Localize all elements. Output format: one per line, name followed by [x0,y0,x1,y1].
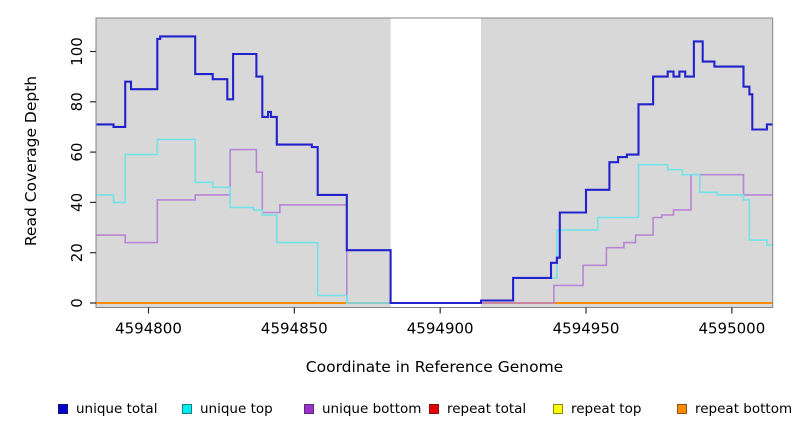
x-tick-label: 4594900 [407,320,474,338]
y-tick-label: 0 [68,298,86,308]
legend-label: unique bottom [322,401,422,417]
x-tick-label: 4594850 [261,320,328,338]
x-tick-label: 4595000 [698,320,765,338]
x-axis-title: Coordinate in Reference Genome [305,358,564,376]
legend-label: repeat total [447,401,527,417]
x-tick-label: 4594800 [115,320,182,338]
legend-item-repeat-top: repeat top [553,401,641,417]
y-tick-label: 100 [68,37,86,66]
repeat-top-swatch-icon [553,404,563,414]
legend-label: repeat bottom [695,401,792,417]
legend-item-repeat-bottom: repeat bottom [677,401,792,417]
unique-total-swatch-icon [58,404,68,414]
unique-top-swatch-icon [182,404,192,414]
y-axis-title: Read Coverage Depth [22,75,40,247]
repeat-total-swatch-icon [429,404,439,414]
legend-item-unique-top: unique top [182,401,273,417]
y-tick-label: 80 [68,92,86,111]
masked-region-band [390,18,482,308]
legend-label: unique total [76,401,158,417]
legend-label: unique top [200,401,273,417]
legend-item-unique-bottom: unique bottom [304,401,421,417]
unique-bottom-swatch-icon [304,404,314,414]
legend-item-repeat-total: repeat total [429,401,526,417]
repeat-bottom-swatch-icon [677,404,687,414]
series-group [96,35,773,305]
x-tick-label: 4594950 [553,320,620,338]
y-tick-label: 60 [68,143,86,162]
y-tick-label: 20 [68,243,86,262]
series-line-unique-bottom [96,148,773,304]
series-line-unique-total [96,35,773,305]
legend-label: repeat top [571,401,642,417]
y-tick-label: 40 [68,193,86,212]
legend-item-unique-total: unique total [58,401,157,417]
plot-border [95,17,774,308]
